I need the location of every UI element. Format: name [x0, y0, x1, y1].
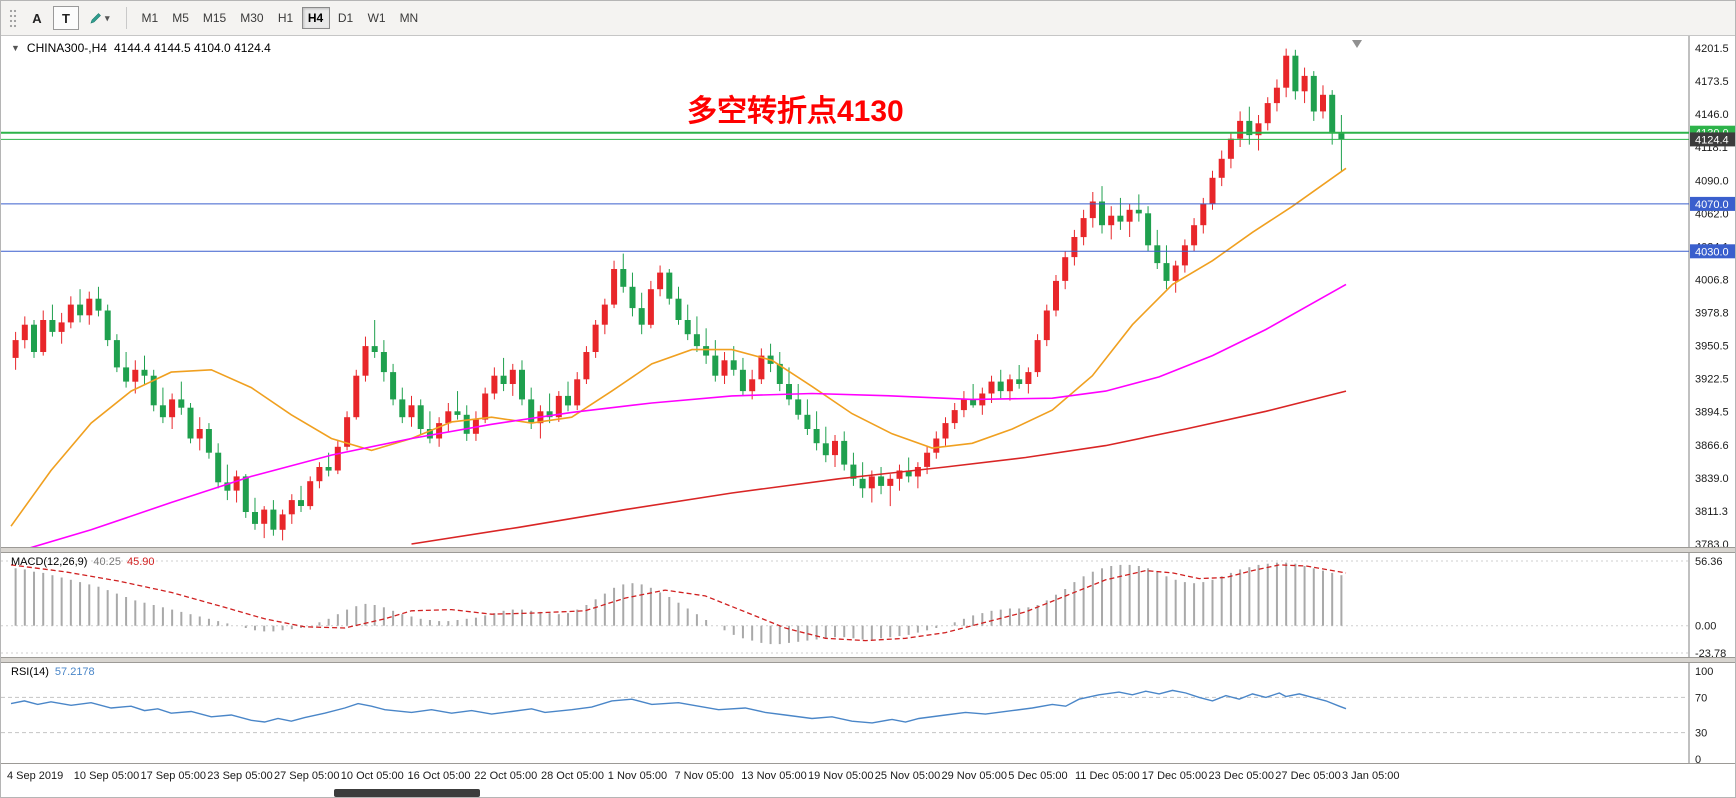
- horizontal-scrollbar-thumb[interactable]: [334, 789, 480, 797]
- svg-text:4146.0: 4146.0: [1695, 109, 1729, 121]
- svg-text:4070.0: 4070.0: [1695, 199, 1729, 211]
- timeframe-button-h1[interactable]: H1: [272, 7, 300, 29]
- timeframe-button-m30[interactable]: M30: [234, 7, 269, 29]
- svg-text:4062.0: 4062.0: [1695, 208, 1729, 220]
- svg-text:27 Sep 05:00: 27 Sep 05:00: [274, 770, 339, 782]
- svg-text:23 Dec 05:00: 23 Dec 05:00: [1209, 770, 1274, 782]
- svg-text:3 Jan 05:00: 3 Jan 05:00: [1342, 770, 1400, 782]
- main-chart-canvas[interactable]: 4201.54173.54146.04118.14090.04062.04034…: [1, 36, 1736, 547]
- svg-text:3839.0: 3839.0: [1695, 473, 1729, 485]
- svg-text:11 Dec 05:00: 11 Dec 05:00: [1075, 770, 1140, 782]
- rsi-label: RSI(14) 57.2178: [11, 666, 95, 678]
- svg-text:3783.0: 3783.0: [1695, 539, 1729, 547]
- ma-fast-orange: [10, 167, 1347, 527]
- svg-text:3950.5: 3950.5: [1695, 341, 1729, 353]
- svg-text:30: 30: [1695, 728, 1707, 740]
- macd-canvas[interactable]: 56.36 0.00 -23.78: [1, 553, 1736, 657]
- toolbar-separator: [125, 7, 127, 29]
- grip-dots-icon: [9, 9, 17, 28]
- timeframe-button-d1[interactable]: D1: [332, 7, 360, 29]
- svg-text:0.00: 0.00: [1695, 621, 1716, 633]
- svg-text:1 Nov 05:00: 1 Nov 05:00: [608, 770, 667, 782]
- svg-text:0: 0: [1695, 754, 1701, 763]
- svg-text:56.36: 56.36: [1695, 556, 1723, 568]
- panel-separator[interactable]: [1, 547, 1735, 553]
- pencil-icon: [90, 13, 101, 24]
- toolbar: A T ▾ M1 M5 M15 M30 H1 H4 D1 W1 MN: [1, 1, 1735, 36]
- macd-signal-line: [10, 564, 1347, 642]
- svg-text:4006.8: 4006.8: [1695, 275, 1729, 287]
- rsi-canvas[interactable]: 100 70 30 0: [1, 663, 1736, 763]
- svg-text:4 Sep 2019: 4 Sep 2019: [7, 770, 63, 782]
- macd-signal-value: 45.90: [126, 556, 155, 568]
- rsi-panel: 100 70 30 0 RSI(14) 57.2178: [1, 663, 1736, 763]
- rsi-line: [10, 689, 1347, 724]
- svg-text:16 Oct 05:00: 16 Oct 05:00: [408, 770, 471, 782]
- timeframe-button-m1[interactable]: M1: [136, 7, 165, 29]
- rsi-name: RSI(14): [11, 666, 49, 678]
- svg-text:70: 70: [1695, 692, 1707, 704]
- chart-annotation-text: 多空转折点4130: [687, 95, 904, 128]
- svg-text:100: 100: [1695, 666, 1713, 678]
- symbol-marker-icon: ▼: [11, 43, 20, 53]
- time-axis[interactable]: 4 Sep 2019 10 Sep 05:00 17 Sep 05:00 23 Sep…: [1, 763, 1736, 798]
- svg-text:3866.6: 3866.6: [1695, 440, 1729, 452]
- svg-text:-23.78: -23.78: [1695, 648, 1726, 657]
- svg-text:13 Nov 05:00: 13 Nov 05:00: [741, 770, 806, 782]
- time-axis-canvas[interactable]: 4 Sep 2019 10 Sep 05:00 17 Sep 05:00 23 Sep…: [1, 764, 1736, 798]
- svg-text:22 Oct 05:00: 22 Oct 05:00: [474, 770, 537, 782]
- svg-text:17 Sep 05:00: 17 Sep 05:00: [141, 770, 206, 782]
- ma-medium-magenta: [30, 283, 1347, 547]
- svg-text:4030.0: 4030.0: [1695, 246, 1729, 258]
- macd-panel: 56.36 0.00 -23.78 MACD(12,26,9) 40.25 45.9…: [1, 553, 1736, 657]
- draw-tool-button[interactable]: ▾: [82, 6, 117, 30]
- svg-text:3922.5: 3922.5: [1695, 374, 1729, 386]
- svg-text:10 Oct 05:00: 10 Oct 05:00: [341, 770, 404, 782]
- timeframe-button-w1[interactable]: W1: [362, 7, 392, 29]
- rsi-value: 57.2178: [54, 666, 95, 678]
- svg-text:29 Nov 05:00: 29 Nov 05:00: [942, 770, 1007, 782]
- svg-text:5 Dec 05:00: 5 Dec 05:00: [1008, 770, 1067, 782]
- svg-text:4201.5: 4201.5: [1695, 43, 1729, 55]
- svg-text:7 Nov 05:00: 7 Nov 05:00: [675, 770, 734, 782]
- svg-text:27 Dec 05:00: 27 Dec 05:00: [1275, 770, 1340, 782]
- chart-shift-marker-icon: [1352, 40, 1362, 48]
- cursor-tool-button[interactable]: A: [24, 6, 50, 30]
- main-chart-panel: 4201.54173.54146.04118.14090.04062.04034…: [1, 36, 1736, 547]
- svg-text:17 Dec 05:00: 17 Dec 05:00: [1142, 770, 1207, 782]
- chart-ohlc-values: 4144.4 4144.5 4104.0 4124.4: [113, 41, 271, 55]
- svg-text:10 Sep 05:00: 10 Sep 05:00: [74, 770, 139, 782]
- timeframe-bar: M1 M5 M15 M30 H1 H4 D1 W1 MN: [136, 7, 425, 29]
- chevron-down-icon: ▾: [105, 12, 110, 23]
- svg-text:4173.5: 4173.5: [1695, 76, 1729, 88]
- svg-text:28 Oct 05:00: 28 Oct 05:00: [541, 770, 604, 782]
- timeframe-button-mn[interactable]: MN: [394, 7, 425, 29]
- macd-name: MACD(12,26,9): [11, 556, 88, 568]
- macd-main-value: 40.25: [93, 556, 121, 568]
- svg-text:3894.5: 3894.5: [1695, 407, 1729, 419]
- toolbar-grip-icon[interactable]: [5, 7, 21, 29]
- macd-label: MACD(12,26,9) 40.25 45.90: [11, 556, 154, 568]
- text-tool-button[interactable]: T: [53, 6, 79, 30]
- ma-slow-red: [411, 390, 1347, 545]
- timeframe-button-h4[interactable]: H4: [301, 7, 330, 29]
- svg-text:19 Nov 05:00: 19 Nov 05:00: [808, 770, 873, 782]
- chart-symbol-timeframe: CHINA300-,H4: [26, 41, 107, 55]
- svg-text:23 Sep 05:00: 23 Sep 05:00: [207, 770, 272, 782]
- timeframe-button-m5[interactable]: M5: [166, 7, 195, 29]
- svg-text:4124.4: 4124.4: [1695, 134, 1729, 146]
- svg-text:3811.3: 3811.3: [1695, 506, 1728, 518]
- svg-text:3978.8: 3978.8: [1695, 308, 1729, 320]
- svg-text:4090.0: 4090.0: [1695, 175, 1729, 187]
- timeframe-button-m15[interactable]: M15: [197, 7, 232, 29]
- svg-text:25 Nov 05:00: 25 Nov 05:00: [875, 770, 940, 782]
- panel-separator[interactable]: [1, 657, 1735, 663]
- chart-title: ▼ CHINA300-,H4 4144.4 4144.5 4104.0 4124…: [11, 41, 271, 55]
